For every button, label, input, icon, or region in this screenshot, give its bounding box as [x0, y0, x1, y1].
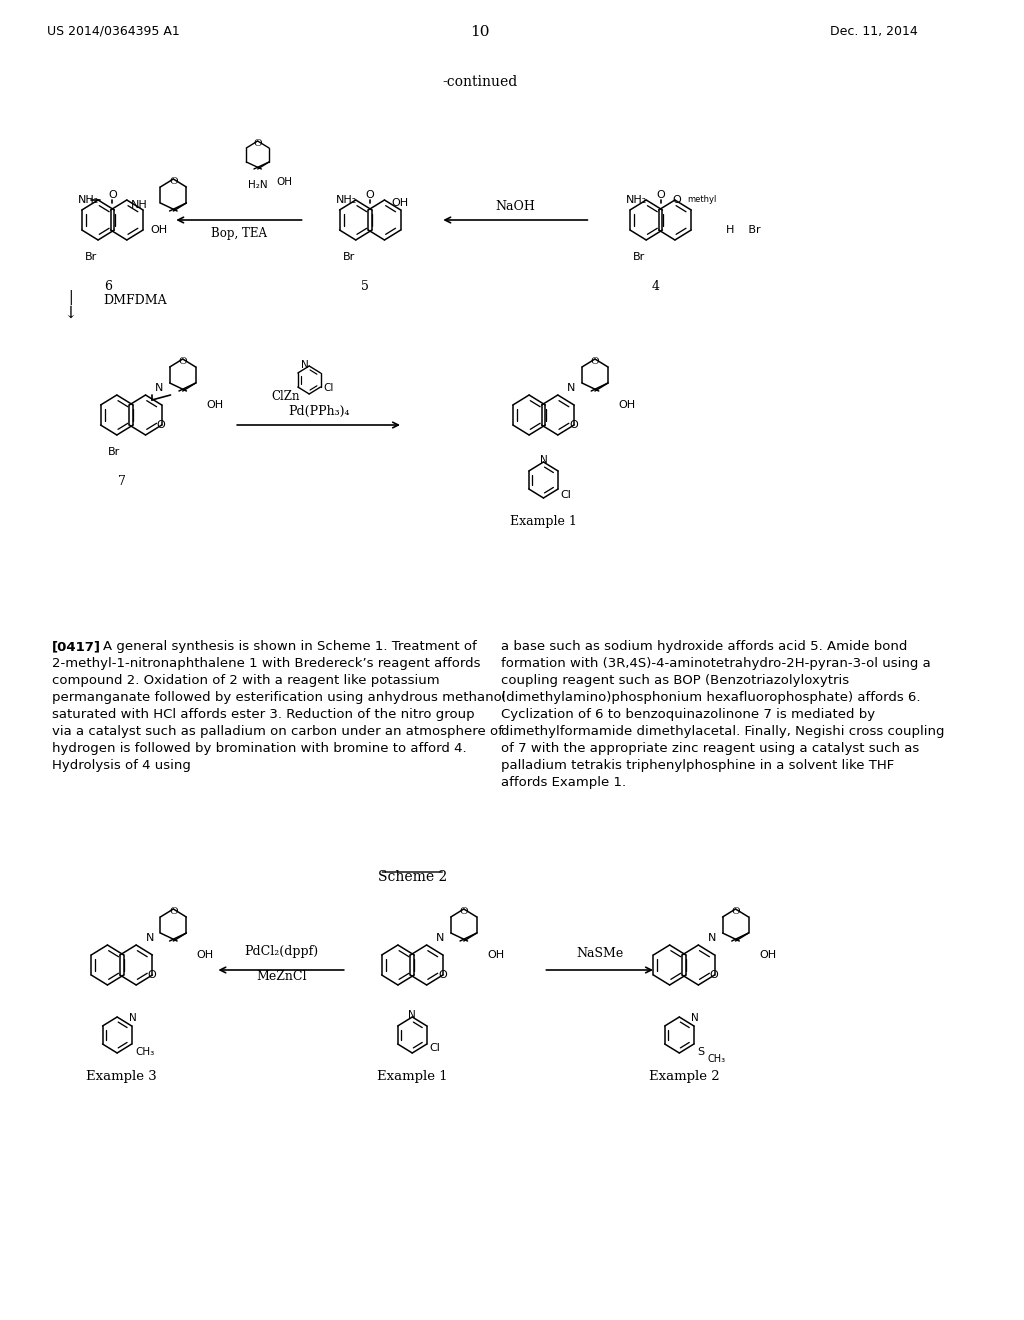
Text: (dimethylamino)phosphonium hexafluorophosphate) affords 6.: (dimethylamino)phosphonium hexafluoropho…: [502, 690, 921, 704]
Text: O: O: [366, 190, 375, 201]
Text: OH: OH: [487, 950, 505, 960]
Text: affords Example 1.: affords Example 1.: [502, 776, 627, 789]
Text: OH: OH: [150, 224, 167, 235]
Text: via a catalyst such as palladium on carbon under an atmosphere of: via a catalyst such as palladium on carb…: [51, 725, 503, 738]
Text: Br: Br: [85, 252, 97, 261]
Text: O: O: [438, 970, 446, 979]
Text: 4: 4: [652, 280, 659, 293]
Text: O: O: [673, 195, 682, 205]
Text: S: S: [697, 1047, 705, 1057]
Text: permanganate followed by esterification using anhydrous methanol: permanganate followed by esterification …: [51, 690, 505, 704]
Text: Cyclization of 6 to benzoquinazolinone 7 is mediated by: Cyclization of 6 to benzoquinazolinone 7…: [502, 708, 876, 721]
Text: H    Br: H Br: [726, 224, 761, 235]
Text: 6: 6: [103, 280, 112, 293]
Text: -continued: -continued: [442, 75, 517, 88]
Text: Pd(PPh₃)₄: Pd(PPh₃)₄: [288, 405, 349, 418]
Text: Hydrolysis of 4 using: Hydrolysis of 4 using: [51, 759, 190, 772]
Text: 7: 7: [118, 475, 126, 488]
Text: N: N: [567, 383, 575, 393]
Text: Example 1: Example 1: [377, 1071, 447, 1082]
Text: NH₂: NH₂: [626, 195, 647, 205]
Text: of 7 with the appropriate zinc reagent using a catalyst such as: of 7 with the appropriate zinc reagent u…: [502, 742, 920, 755]
Text: NH₂: NH₂: [336, 195, 356, 205]
Text: 10: 10: [470, 25, 489, 40]
Text: NaSMe: NaSMe: [577, 946, 624, 960]
Text: CH₃: CH₃: [135, 1047, 155, 1057]
Text: Br: Br: [109, 447, 121, 457]
Text: NaOH: NaOH: [496, 201, 536, 213]
Text: Example 2: Example 2: [648, 1071, 719, 1082]
Text: 5: 5: [361, 280, 370, 293]
Text: O: O: [710, 970, 719, 979]
Text: 2-methyl-1-nitronaphthalene 1 with Bredereck’s reagent affords: 2-methyl-1-nitronaphthalene 1 with Brede…: [51, 657, 480, 671]
Text: N: N: [540, 455, 547, 465]
Text: OH: OH: [206, 400, 223, 411]
Text: [0417]: [0417]: [51, 640, 100, 653]
Text: Bop, TEA: Bop, TEA: [211, 227, 267, 240]
Text: US 2014/0364395 A1: US 2014/0364395 A1: [47, 25, 179, 38]
Text: Cl: Cl: [560, 490, 571, 500]
Text: MeZnCl: MeZnCl: [256, 970, 306, 983]
Text: saturated with HCl affords ester 3. Reduction of the nitro group: saturated with HCl affords ester 3. Redu…: [51, 708, 474, 721]
Text: N: N: [691, 1012, 699, 1023]
Text: O: O: [147, 970, 157, 979]
Text: |: |: [68, 290, 73, 305]
Text: Br: Br: [342, 252, 354, 261]
Text: O: O: [253, 140, 262, 149]
Text: formation with (3R,4S)-4-aminotetrahydro-2H-pyran-3-ol using a: formation with (3R,4S)-4-aminotetrahydro…: [502, 657, 931, 671]
Text: Br: Br: [633, 252, 645, 261]
Text: O: O: [169, 177, 177, 186]
Text: O: O: [591, 358, 599, 367]
Text: methyl: methyl: [687, 195, 716, 205]
Text: N: N: [436, 933, 444, 942]
Text: NH₂: NH₂: [78, 195, 99, 205]
Text: palladium tetrakis triphenylphosphine in a solvent like THF: palladium tetrakis triphenylphosphine in…: [502, 759, 895, 772]
Text: N: N: [155, 383, 164, 393]
Text: Cl: Cl: [324, 383, 334, 393]
Text: a base such as sodium hydroxide affords acid 5. Amide bond: a base such as sodium hydroxide affords …: [502, 640, 907, 653]
Text: CH₃: CH₃: [708, 1053, 726, 1064]
Text: Example 1: Example 1: [510, 515, 577, 528]
Text: O: O: [157, 420, 166, 430]
Text: O: O: [169, 908, 177, 916]
Text: DMFDMA: DMFDMA: [103, 293, 167, 306]
Text: Example 3: Example 3: [86, 1071, 157, 1082]
Text: Cl: Cl: [429, 1043, 440, 1053]
Text: ClZn: ClZn: [271, 389, 300, 403]
Text: A general synthesis is shown in Scheme 1. Treatment of: A general synthesis is shown in Scheme 1…: [103, 640, 477, 653]
Text: O: O: [109, 190, 117, 201]
Text: O: O: [569, 420, 578, 430]
Text: hydrogen is followed by bromination with bromine to afford 4.: hydrogen is followed by bromination with…: [51, 742, 466, 755]
Text: N: N: [129, 1012, 137, 1023]
Text: O: O: [178, 358, 187, 367]
Text: dimethylformamide dimethylacetal. Finally, Negishi cross coupling: dimethylformamide dimethylacetal. Finall…: [502, 725, 945, 738]
Text: N: N: [301, 360, 308, 370]
Text: N: N: [145, 933, 154, 942]
Text: OH: OH: [391, 198, 409, 209]
Text: O: O: [731, 908, 740, 916]
Text: OH: OH: [197, 950, 214, 960]
Text: NH: NH: [131, 201, 147, 210]
Text: Scheme 2: Scheme 2: [378, 870, 446, 884]
Text: O: O: [460, 908, 468, 916]
Text: coupling reagent such as BOP (Benzotriazolyloxytris: coupling reagent such as BOP (Benzotriaz…: [502, 675, 850, 686]
Text: Dec. 11, 2014: Dec. 11, 2014: [830, 25, 919, 38]
Text: OH: OH: [618, 400, 636, 411]
Text: O: O: [656, 190, 665, 201]
Text: N: N: [409, 1010, 416, 1020]
Text: ↓: ↓: [63, 305, 77, 322]
Text: N: N: [708, 933, 717, 942]
Text: OH: OH: [276, 177, 293, 187]
Text: compound 2. Oxidation of 2 with a reagent like potassium: compound 2. Oxidation of 2 with a reagen…: [51, 675, 439, 686]
Text: PdCl₂(dppf): PdCl₂(dppf): [244, 945, 318, 958]
Text: OH: OH: [759, 950, 776, 960]
Text: H₂N: H₂N: [248, 180, 267, 190]
